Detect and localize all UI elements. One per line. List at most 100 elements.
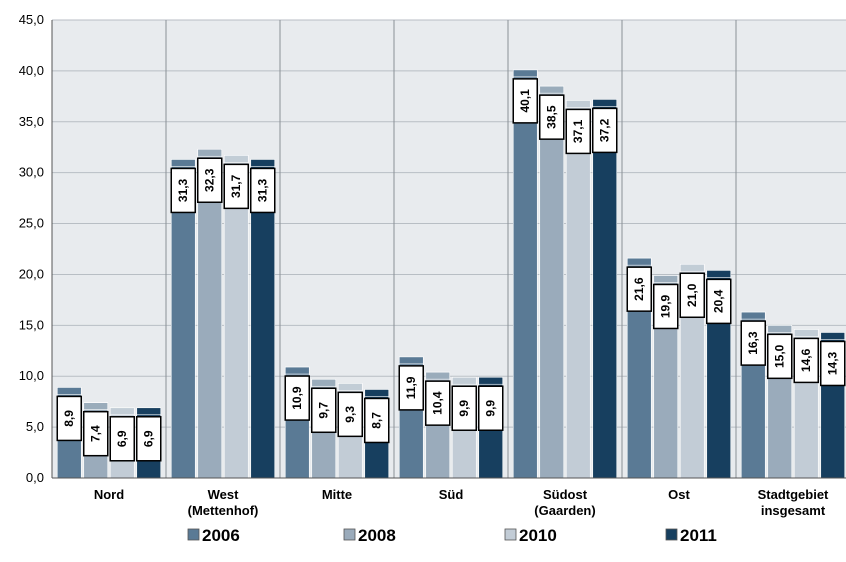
data-label-box [539,94,565,140]
data-label: 6,9 [142,430,156,447]
data-label: 9,3 [343,406,357,423]
data-label-box [793,337,819,384]
data-label-box [820,340,846,387]
x-tick-label: (Mettenhof) [188,503,259,518]
data-label: 10,9 [290,386,304,410]
bar-cap [197,148,223,157]
data-label: 7,4 [89,425,103,442]
bar-cap [109,407,135,416]
legend-swatch [665,528,678,541]
x-tick-label: Süd [439,487,464,502]
data-label: 14,3 [826,351,840,375]
data-label-box [109,416,135,462]
bar-cap [539,85,565,94]
data-label-box [706,278,732,325]
data-label: 20,4 [712,289,726,313]
data-label: 9,9 [484,400,498,417]
data-label: 8,9 [62,410,76,427]
data-label-box [565,108,591,155]
data-label-box [364,397,390,444]
data-label-box [337,391,363,438]
y-tick-label: 35,0 [19,114,44,129]
legend-label: 2010 [519,526,557,545]
bar-cap [56,387,82,395]
x-tick-label: Südost [543,487,588,502]
bar [565,100,591,479]
x-tick-label: West [208,487,239,502]
y-tick-label: 45,0 [19,12,44,27]
data-label-box [451,385,477,431]
data-label-box [284,375,310,421]
data-label: 9,7 [317,402,331,419]
data-label-box [592,107,618,154]
x-tick-label: Mitte [322,487,352,502]
legend-label: 2008 [358,526,396,545]
data-label-box [425,380,451,426]
y-tick-label: 15,0 [19,317,44,332]
bar-cap [565,100,591,108]
data-label: 31,7 [229,174,243,198]
data-label-box [478,385,504,431]
y-tick-label: 20,0 [19,266,44,281]
data-label-box [626,266,652,312]
x-tick-label: insgesamt [761,503,826,518]
bar-cap [83,402,109,410]
bar-cap [626,257,652,266]
data-label-box [767,333,793,380]
data-label-box [679,272,705,319]
data-label: 9,9 [457,400,471,417]
bar [197,148,223,479]
data-label: 21,6 [632,277,646,301]
legend-swatch [343,528,356,541]
data-label: 14,6 [799,348,813,372]
bar-cap [425,371,451,380]
x-tick-label: Stadtgebiet [758,487,829,502]
legend-swatch [187,528,200,541]
data-label-box [398,365,424,411]
bar [592,99,618,479]
data-label: 31,3 [176,178,190,202]
data-label: 11,9 [404,376,418,399]
data-label-box [56,395,82,442]
bar-cap [592,99,618,107]
y-tick-label: 25,0 [19,216,44,231]
bar-cap [478,376,504,385]
data-label-box [170,167,196,214]
bar-cap [170,159,196,167]
bar-cap [136,407,162,416]
legend-swatch [504,528,517,541]
y-tick-label: 5,0 [26,419,44,434]
data-label: 15,0 [773,344,787,368]
data-label: 10,4 [431,391,445,415]
x-tick-label: Ost [668,487,690,502]
bar-cap [512,69,538,78]
bar-cap [767,325,793,333]
x-tick-label: (Gaarden) [534,503,595,518]
data-label: 37,1 [571,119,585,143]
y-tick-label: 0,0 [26,470,44,485]
data-label: 16,3 [746,331,760,355]
data-label: 19,9 [659,294,673,318]
legend-label: 2011 [680,526,717,545]
bar-cap [451,376,477,385]
data-label: 37,2 [598,118,612,142]
bar-cap [250,159,276,167]
bar-cap [706,270,732,278]
bar [512,69,538,479]
bar-cap [793,329,819,337]
bar-cap [679,263,705,272]
bar-cap [740,311,766,320]
data-label-box [740,320,766,366]
x-tick-label: Nord [94,487,124,502]
data-label-box [223,163,249,210]
data-label-box [83,410,109,457]
y-tick-label: 10,0 [19,368,44,383]
y-tick-label: 40,0 [19,63,44,78]
bar-cap [364,389,390,397]
bar-cap [311,378,337,387]
data-label-box [250,167,276,214]
data-label: 40,1 [518,89,532,113]
bar-cap [398,356,424,365]
